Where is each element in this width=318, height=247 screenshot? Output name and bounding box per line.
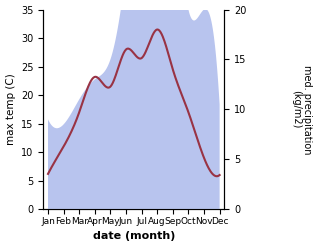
X-axis label: date (month): date (month) — [93, 231, 175, 242]
Y-axis label: max temp (C): max temp (C) — [5, 74, 16, 145]
Y-axis label: med. precipitation
(kg/m2): med. precipitation (kg/m2) — [291, 65, 313, 154]
